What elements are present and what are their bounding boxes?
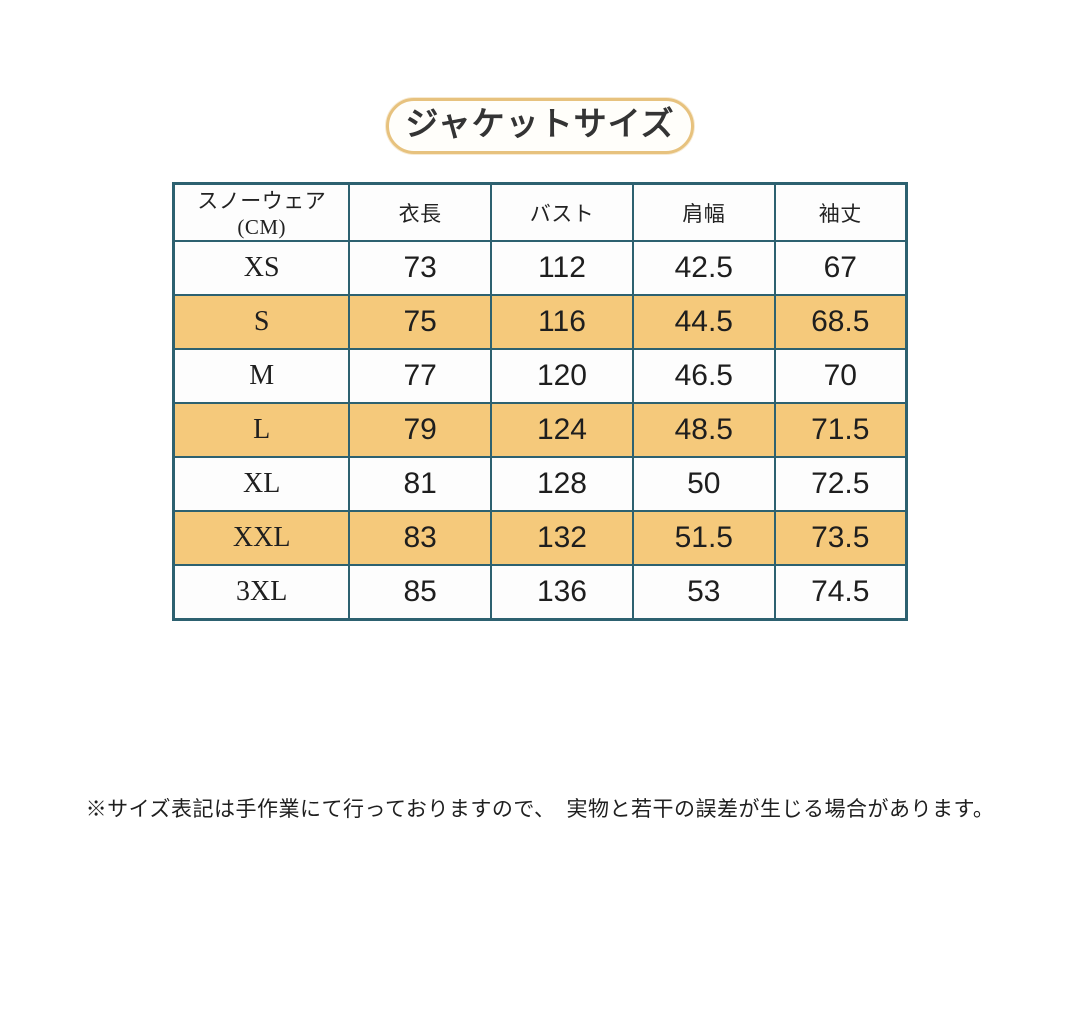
- value-cell: 48.5: [632, 402, 776, 459]
- table-row-xs: XS 73 112 42.5 67: [172, 240, 908, 297]
- column-header-unit: スノーウェア(CM): [172, 182, 351, 243]
- size-disclaimer-note: ※サイズ表記は手作業にて行っておりますので、 実物と若干の誤差が生じる場合があり…: [85, 797, 995, 822]
- value-cell: 128: [489, 456, 635, 513]
- column-header-sleeve: 袖丈: [773, 182, 908, 243]
- value-cell: 74.5: [773, 564, 908, 621]
- title-area: ジャケットサイズ: [0, 0, 1080, 155]
- column-header-length: 衣長: [348, 182, 492, 243]
- value-cell: 44.5: [632, 294, 776, 351]
- value-cell: 116: [489, 294, 635, 351]
- table-row-m: M 77 120 46.5 70: [172, 348, 908, 405]
- value-cell: 132: [489, 510, 635, 567]
- value-cell: 75: [348, 294, 492, 351]
- value-cell: 67: [773, 240, 908, 297]
- value-cell: 112: [489, 240, 635, 297]
- value-cell: 120: [489, 348, 635, 405]
- size-label: 3XL: [172, 564, 351, 621]
- value-cell: 51.5: [632, 510, 776, 567]
- value-cell: 73: [348, 240, 492, 297]
- size-label: XXL: [172, 510, 351, 567]
- column-header-bust: バスト: [489, 182, 635, 243]
- table-row-l: L 79 124 48.5 71.5: [172, 402, 908, 459]
- size-label: XL: [172, 456, 351, 513]
- value-cell: 73.5: [773, 510, 908, 567]
- size-chart-title: ジャケットサイズ: [386, 98, 694, 155]
- value-cell: 136: [489, 564, 635, 621]
- header-row: スノーウェア(CM) 衣長 バスト 肩幅 袖丈: [172, 182, 908, 243]
- value-cell: 68.5: [773, 294, 908, 351]
- size-label: S: [172, 294, 351, 351]
- value-cell: 70: [773, 348, 908, 405]
- value-cell: 77: [348, 348, 492, 405]
- value-cell: 124: [489, 402, 635, 459]
- size-label: M: [172, 348, 351, 405]
- table-row-xl: XL 81 128 50 72.5: [172, 456, 908, 513]
- value-cell: 42.5: [632, 240, 776, 297]
- value-cell: 50: [632, 456, 776, 513]
- value-cell: 83: [348, 510, 492, 567]
- value-cell: 72.5: [773, 456, 908, 513]
- column-header-shoulder: 肩幅: [632, 182, 776, 243]
- table-row-s: S 75 116 44.5 68.5: [172, 294, 908, 351]
- size-chart-table: スノーウェア(CM) 衣長 バスト 肩幅 袖丈 XS 73 112 42.5 6…: [172, 182, 908, 622]
- value-cell: 79: [348, 402, 492, 459]
- table-row-xxl: XXL 83 132 51.5 73.5: [172, 510, 908, 567]
- size-label: XS: [172, 240, 351, 297]
- value-cell: 46.5: [632, 348, 776, 405]
- value-cell: 85: [348, 564, 492, 621]
- value-cell: 71.5: [773, 402, 908, 459]
- size-label: L: [172, 402, 351, 459]
- table-row-3xl: 3XL 85 136 53 74.5: [172, 564, 908, 621]
- value-cell: 53: [632, 564, 776, 621]
- value-cell: 81: [348, 456, 492, 513]
